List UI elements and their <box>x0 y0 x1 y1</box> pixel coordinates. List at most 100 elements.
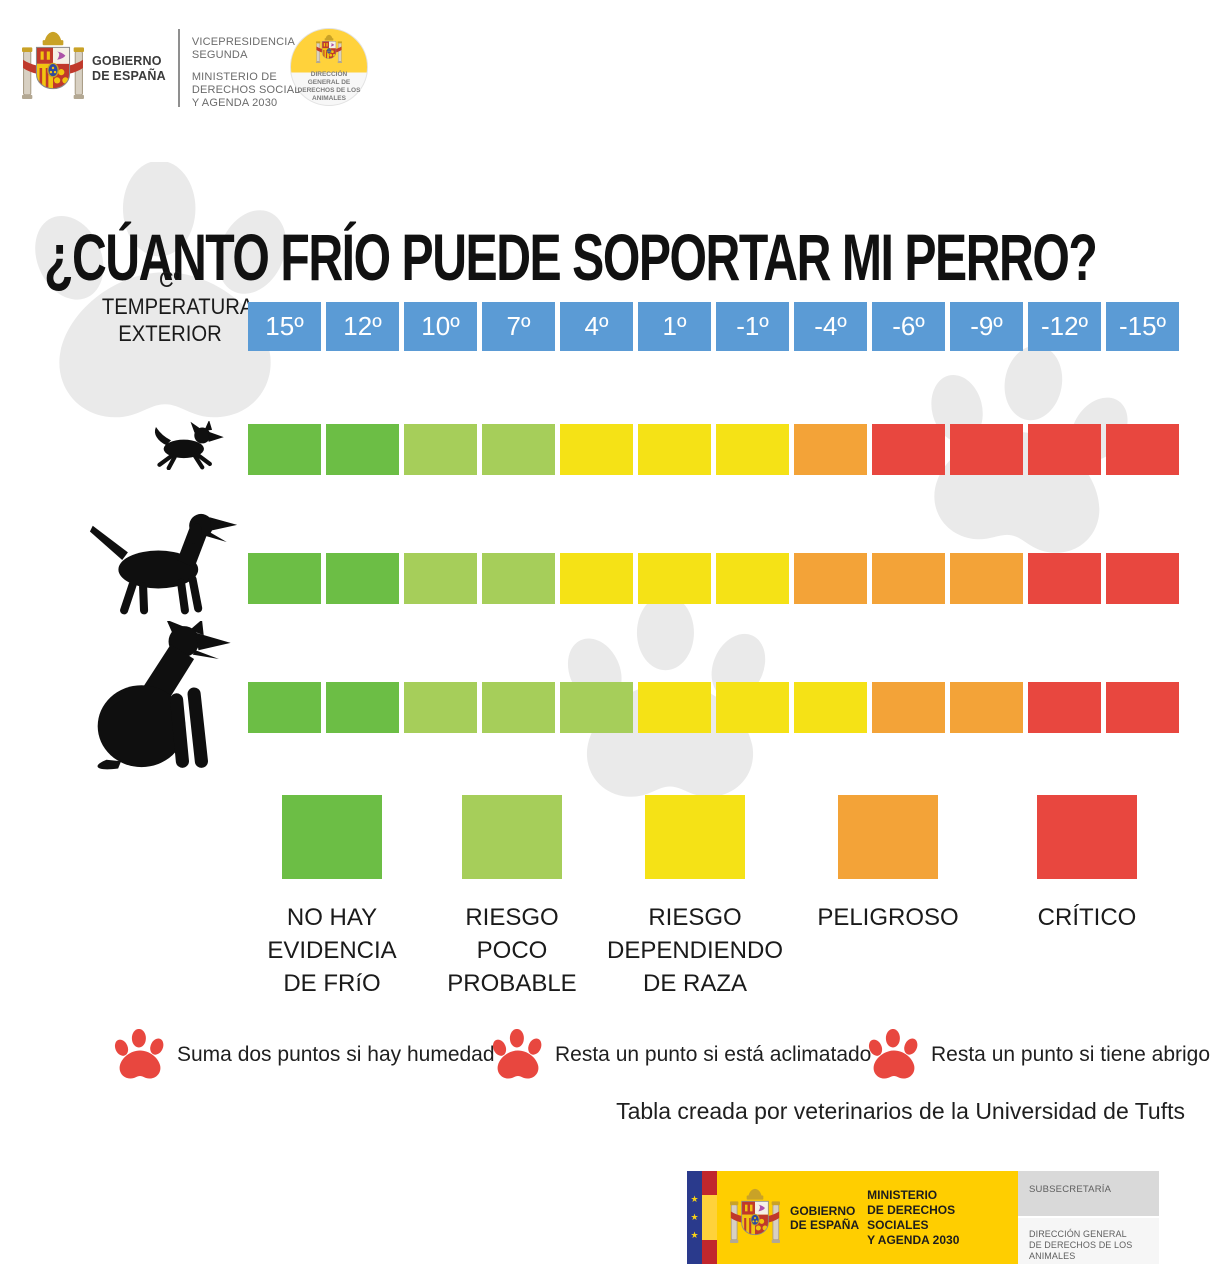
temperature-cell-0: 15º <box>248 302 321 351</box>
risk-cell-2-9-orange <box>950 682 1023 733</box>
notes: Suma dos puntos si hay humedad Resta un … <box>0 1026 1231 1084</box>
risk-cell-0-10-red <box>1028 424 1101 475</box>
legend-label: CRÍTICO <box>1037 904 1137 931</box>
legend-item-orange: PELIGROSO <box>783 795 993 934</box>
legend-label: PELIGROSO <box>817 904 959 931</box>
risk-cell-1-8-orange <box>872 553 945 604</box>
risk-cell-0-4-yellow <box>560 424 633 475</box>
temperature-cell-4: 4º <box>560 302 633 351</box>
header-divider <box>177 29 180 107</box>
legend-swatch-light_green <box>462 795 562 879</box>
risk-cell-1-2-light_green <box>404 553 477 604</box>
risk-cell-0-0-green <box>248 424 321 475</box>
risk-cell-0-5-yellow <box>638 424 711 475</box>
axis-label-line: Cº <box>158 267 182 292</box>
small-dog-icon <box>146 421 230 470</box>
risk-cell-1-5-yellow <box>638 553 711 604</box>
note-acclimated: Resta un punto si está aclimatado <box>490 1026 871 1084</box>
risk-cell-1-11-red <box>1106 553 1179 604</box>
legend-swatch-orange <box>838 795 938 879</box>
red-paw-icon <box>112 1029 168 1081</box>
risk-cell-0-6-yellow <box>716 424 789 475</box>
risk-cell-2-5-yellow <box>638 682 711 733</box>
risk-cell-2-0-green <box>248 682 321 733</box>
risk-cell-0-1-green <box>326 424 399 475</box>
spain-coat-of-arms-icon <box>22 26 84 110</box>
temperature-cell-3: 7º <box>482 302 555 351</box>
risk-cell-1-3-light_green <box>482 553 555 604</box>
legend-item-yellow: RIESGO DEPENDIENDO DE RAZA <box>590 795 800 1000</box>
risk-cell-1-7-orange <box>794 553 867 604</box>
footer-gobierno-label: GOBIERNO DE ESPAÑA <box>790 1203 860 1232</box>
footer-government-bar: ★ ★ ★ GOBIERNO DE ESPAÑA MINISTERIO DE DER… <box>687 1171 1159 1264</box>
legend-swatch-yellow <box>645 795 745 879</box>
risk-cell-2-8-orange <box>872 682 945 733</box>
animal-rights-directorate-badge: DIRECCIÓN GENERAL DE DERECHOS DE LOS ANI… <box>290 28 368 106</box>
subsecretaria-label: SUBSECRETARÍA <box>1018 1171 1159 1216</box>
legend-item-green: NO HAY EVIDENCIA DE FRíO <box>227 795 437 1000</box>
risk-cell-1-9-orange <box>950 553 1023 604</box>
axis-label-line: EXTERIOR <box>118 321 222 346</box>
ministry-line: VICEPRESIDENCIA <box>191 36 296 48</box>
footer-ministry-block: GOBIERNO DE ESPAÑA MINISTERIO DE DERECHO… <box>717 1171 1018 1264</box>
gobierno-line: GOBIERNO <box>92 54 162 68</box>
temperature-cell-9: -9º <box>950 302 1023 351</box>
risk-cell-2-6-yellow <box>716 682 789 733</box>
large-dog-icon <box>86 621 254 770</box>
note-text: Resta un punto si tiene abrigo <box>931 1043 1211 1066</box>
ministry-line: Y AGENDA 2030 <box>191 97 278 109</box>
risk-cell-2-11-red <box>1106 682 1179 733</box>
risk-cell-2-3-light_green <box>482 682 555 733</box>
temperature-row: 15º 12º 10º 7º 4º 1º -1º -4º -6º -9º -12º -15º <box>248 302 1179 351</box>
spain-flag-strip-icon <box>702 1171 717 1264</box>
risk-cell-0-3-light_green <box>482 424 555 475</box>
page-title: ¿CÚANTO FRÍO PUEDE SOPORTAR MI PERRO? <box>44 220 1098 295</box>
temperature-cell-8: -6º <box>872 302 945 351</box>
temperature-cell-6: -1º <box>716 302 789 351</box>
risk-cell-1-6-yellow <box>716 553 789 604</box>
eu-flag-strip-icon: ★ ★ ★ <box>687 1171 702 1264</box>
risk-cell-2-7-yellow <box>794 682 867 733</box>
risk-cell-2-4-light_green <box>560 682 633 733</box>
axis-label-line: TEMPERATURA <box>101 294 254 319</box>
risk-cell-1-1-green <box>326 553 399 604</box>
risk-cell-1-0-green <box>248 553 321 604</box>
gobierno-line: DE ESPAÑA <box>92 69 166 83</box>
dog-row-cells-2 <box>248 682 1179 733</box>
legend-label: RIESGO DEPENDIENDO DE RAZA <box>606 904 784 997</box>
ministry-line: MINISTERIO DE <box>191 71 277 83</box>
government-of-spain-label: GOBIERNO DE ESPAÑA <box>92 54 166 84</box>
spain-coat-of-arms-icon <box>730 1187 780 1249</box>
risk-cell-2-10-red <box>1028 682 1101 733</box>
dog-row-cells-0 <box>248 424 1179 475</box>
risk-cell-2-2-light_green <box>404 682 477 733</box>
legend-item-red: CRÍTICO <box>982 795 1192 934</box>
legend: NO HAY EVIDENCIA DE FRíO RIESGO POCO PROBABLE… <box>0 795 1231 1025</box>
temperature-cell-11: -15º <box>1106 302 1179 351</box>
badge-label: DIRECCIÓN GENERAL DE DERECHOS DE LOS ANI… <box>297 71 361 102</box>
ministry-label: VICEPRESIDENCIA SEGUNDA MINISTERIO DE DE… <box>192 36 316 110</box>
legend-label: NO HAY EVIDENCIA DE FRíO <box>267 904 397 997</box>
risk-cell-0-7-orange <box>794 424 867 475</box>
dog-row-cells-1 <box>248 553 1179 604</box>
legend-item-light_green: RIESGO POCO PROBABLE <box>407 795 617 1000</box>
legend-swatch-red <box>1037 795 1137 879</box>
temperature-cell-5: 1º <box>638 302 711 351</box>
legend-swatch-green <box>282 795 382 879</box>
note-text: Resta un punto si está aclimatado <box>555 1043 872 1066</box>
temperature-cell-7: -4º <box>794 302 867 351</box>
spain-coat-of-arms-icon <box>316 34 342 66</box>
risk-cell-1-10-red <box>1028 553 1101 604</box>
header: GOBIERNO DE ESPAÑA VICEPRESIDENCIA SEGUN… <box>22 26 316 110</box>
note-text: Suma dos puntos si hay humedad <box>177 1043 495 1066</box>
note-humidity: Suma dos puntos si hay humedad <box>112 1026 495 1084</box>
footer-directorate-block: SUBSECRETARÍA DIRECCIÓN GENERAL DE DEREC… <box>1018 1171 1159 1264</box>
legend-label: RIESGO POCO PROBABLE <box>447 904 577 997</box>
direccion-general-label: DIRECCIÓN GENERAL DE DERECHOS DE LOS ANI… <box>1018 1218 1159 1264</box>
risk-cell-0-2-light_green <box>404 424 477 475</box>
note-coat: Resta un punto si tiene abrigo <box>866 1026 1210 1084</box>
risk-cell-0-9-red <box>950 424 1023 475</box>
medium-dog-icon <box>88 503 240 617</box>
ministry-line: SEGUNDA <box>191 49 248 61</box>
